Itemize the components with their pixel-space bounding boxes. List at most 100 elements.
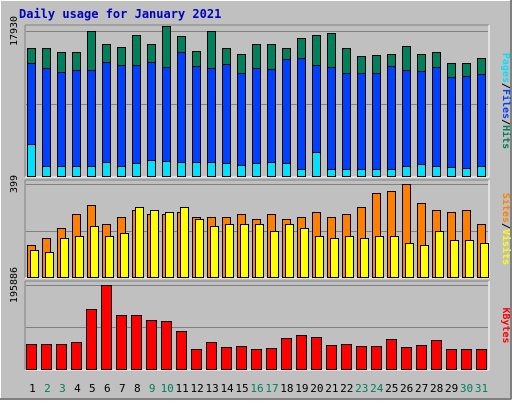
day-label: 5 (89, 382, 96, 395)
pages-bar (327, 169, 336, 177)
pages-bar (342, 169, 351, 177)
pages-bar (387, 169, 396, 177)
kbytes-bar (161, 321, 172, 370)
visits-bar (465, 240, 474, 278)
files-bar (297, 58, 306, 177)
panel-legend: KBytes (500, 307, 511, 343)
files-bar (387, 66, 396, 177)
day-label: 20 (310, 382, 323, 395)
day-label: 1 (29, 382, 36, 395)
visits-bar (90, 226, 99, 278)
visits-bar (195, 219, 204, 278)
kbytes-bar (86, 309, 97, 370)
day-label: 16 (250, 382, 263, 395)
day-label: 13 (205, 382, 218, 395)
kbytes-bar (131, 315, 142, 370)
pages-bar (222, 163, 231, 177)
visits-bar (300, 228, 309, 278)
visits-bar (420, 245, 429, 278)
visits-bar (330, 238, 339, 278)
kbytes-bar (416, 345, 427, 370)
kbytes-bar (191, 349, 202, 370)
day-label: 23 (355, 382, 368, 395)
visits-bar (135, 207, 144, 278)
visits-bar (165, 212, 174, 278)
day-label: 30 (460, 382, 473, 395)
day-label: 6 (104, 382, 111, 395)
pages-bar (402, 166, 411, 177)
chart-panels: 17930Pages/Files/Hits399Sites/Visits1958… (9, 16, 512, 371)
visits-bar (450, 240, 459, 278)
kbytes-bar (146, 320, 157, 370)
pages-bar (87, 166, 96, 177)
visits-bar (270, 231, 279, 278)
pages-bar (72, 166, 81, 177)
kbytes-bar (116, 315, 127, 370)
kbytes-bar (71, 342, 82, 370)
visits-bar (360, 238, 369, 278)
visits-bar (390, 236, 399, 278)
visits-bar (405, 243, 414, 278)
day-label: 12 (191, 382, 204, 395)
pages-bar (312, 152, 321, 177)
visits-bar (240, 224, 249, 278)
files-bar (207, 68, 216, 177)
kbytes-bar (296, 335, 307, 370)
pages-bar (432, 166, 441, 177)
pages-bar (267, 162, 276, 177)
kbytes-bar (446, 349, 457, 370)
pages-bar (132, 163, 141, 177)
files-bar (162, 67, 171, 177)
day-label: 8 (134, 382, 141, 395)
kbytes-bar (206, 342, 217, 370)
visits-bar (255, 224, 264, 278)
kbytes-bar (251, 349, 262, 370)
day-label: 25 (385, 382, 398, 395)
day-label: 27 (415, 382, 428, 395)
pages-bar (57, 166, 66, 177)
pages-bar (462, 168, 471, 177)
pages-bar (177, 162, 186, 177)
legend-separator: / (500, 119, 511, 125)
day-label: 4 (74, 382, 81, 395)
day-label: 19 (295, 382, 308, 395)
pages-bar (192, 162, 201, 177)
pages-bar (117, 166, 126, 177)
max-value-label: 399 (9, 175, 20, 193)
files-bar (117, 65, 126, 177)
files-bar (447, 77, 456, 177)
day-label: 31 (475, 382, 488, 395)
max-value-label: 17930 (9, 16, 20, 46)
visits-bar (375, 236, 384, 278)
day-label: 18 (280, 382, 293, 395)
files-bar (342, 73, 351, 177)
legend-pages: Pages (500, 53, 511, 83)
pages-bar (417, 164, 426, 177)
visits-bar (75, 236, 84, 278)
files-bar (282, 59, 291, 177)
visits-bar (480, 243, 489, 278)
files-bar (237, 73, 246, 177)
panel-visits-sites: 399 Sites/Visits (9, 175, 512, 279)
chart-title: Daily usage for January 2021 (19, 7, 221, 21)
kbytes-bar (221, 347, 232, 370)
pages-bar (372, 169, 381, 177)
kbytes-bar (341, 344, 352, 370)
pages-bar (252, 163, 261, 177)
visits-bar (105, 236, 114, 278)
day-label: 24 (370, 382, 384, 395)
files-bar (42, 68, 51, 177)
legend-kbytes: KBytes (500, 307, 511, 343)
day-label: 14 (220, 382, 234, 395)
files-bar (177, 52, 186, 177)
files-bar (72, 70, 81, 177)
visits-bar (315, 236, 324, 278)
day-label: 28 (430, 382, 443, 395)
legend-separator: / (500, 223, 511, 229)
files-bar (462, 76, 471, 177)
day-label: 10 (161, 382, 174, 395)
files-bar (57, 72, 66, 177)
day-label: 17 (265, 382, 278, 395)
visits-bar (435, 231, 444, 278)
